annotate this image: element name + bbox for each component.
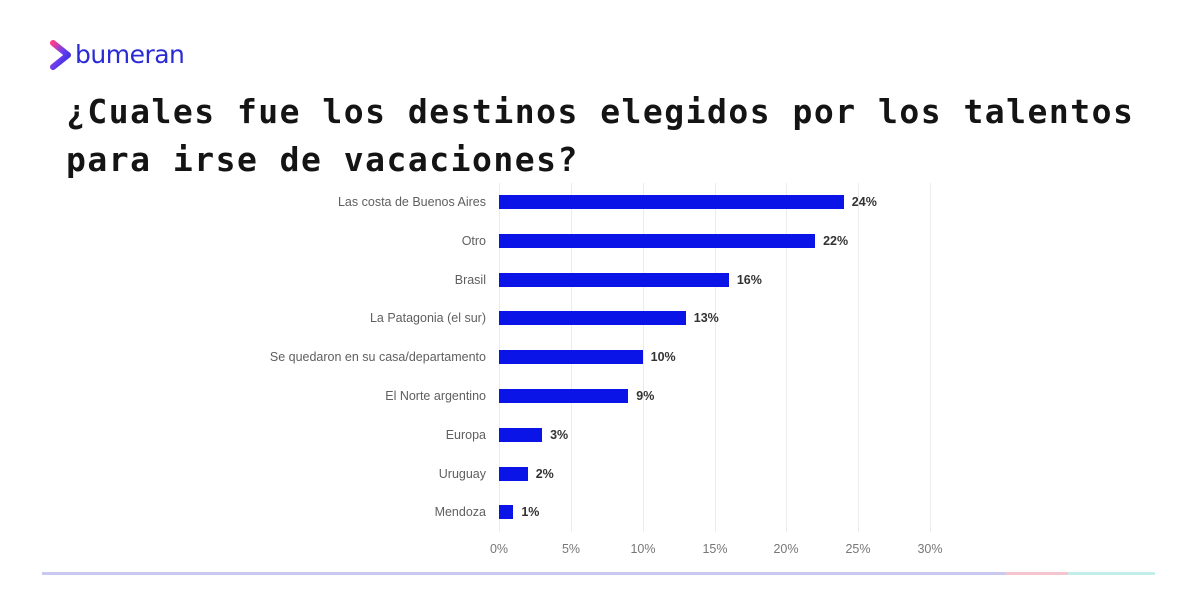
footer-divider-teal: [1068, 572, 1155, 575]
value-label: 10%: [650, 350, 676, 365]
category-label: Europa: [445, 427, 486, 442]
bar: [499, 350, 643, 365]
x-tick-label: 5%: [561, 542, 581, 556]
category-label: Brasil: [454, 272, 486, 287]
gridline: [786, 183, 787, 532]
x-tick-label: 15%: [702, 542, 728, 556]
gridline: [643, 183, 644, 532]
footer-divider-lavender: [42, 572, 1005, 575]
value-label: 24%: [851, 195, 877, 209]
gridline: [930, 183, 931, 532]
x-tick-label: 20%: [773, 542, 799, 556]
value-label: 9%: [636, 389, 655, 403]
bumeran-logo: bumeran: [50, 38, 185, 72]
bar: [499, 195, 844, 209]
bar: [499, 311, 686, 326]
value-label: 1%: [521, 505, 540, 520]
bar: [499, 466, 528, 481]
category-label: Las costa de Buenos Aires: [337, 195, 486, 209]
bar: [499, 389, 629, 403]
chevron-right-icon: [50, 40, 71, 70]
category-label: Otro: [461, 233, 486, 248]
page-title: ¿Cuales fue los destinos elegidos por lo…: [66, 92, 1135, 179]
bar: [499, 272, 729, 287]
bar: [499, 233, 816, 248]
value-label: 3%: [550, 427, 569, 442]
x-tick-label: 25%: [845, 542, 871, 556]
value-label: 16%: [736, 272, 762, 287]
category-label: El Norte argentino: [385, 389, 486, 403]
value-label: 22%: [823, 233, 849, 248]
x-tick-label: 30%: [917, 542, 943, 556]
x-tick-label: 0%: [489, 542, 509, 556]
footer-divider-pink: [1005, 572, 1068, 575]
value-label: 2%: [535, 466, 554, 481]
category-label: Se quedaron en su casa/departamento: [269, 350, 486, 365]
gridline: [715, 183, 716, 532]
gridline: [858, 183, 859, 532]
bar: [499, 505, 514, 520]
bar: [499, 427, 543, 442]
category-label: Mendoza: [434, 505, 486, 520]
logo-text: bumeran: [75, 40, 185, 69]
category-label: Uruguay: [438, 466, 486, 481]
x-tick-label: 10%: [630, 542, 656, 556]
value-label: 13%: [693, 311, 719, 326]
category-label: La Patagonia (el sur): [369, 311, 486, 326]
